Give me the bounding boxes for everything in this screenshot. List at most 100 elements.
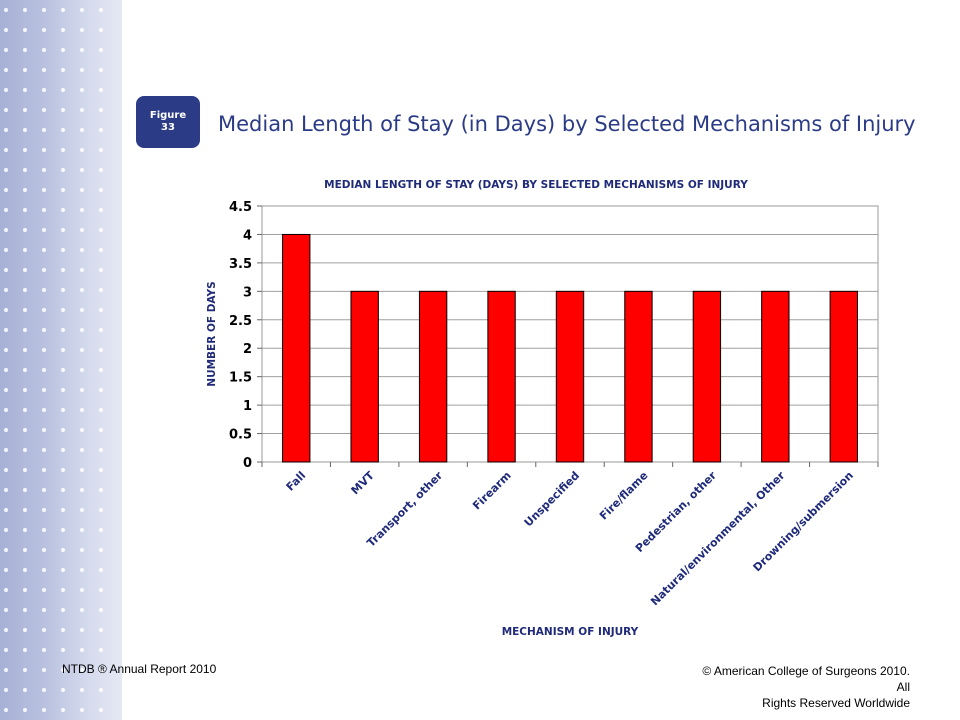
pattern-dot: [60, 187, 66, 193]
pattern-dot: [41, 187, 47, 193]
pattern-dot: [60, 47, 66, 53]
pattern-dot: [79, 267, 85, 273]
pattern-dot: [3, 47, 9, 53]
pattern-dot: [79, 427, 85, 433]
x-tick-label: MVT: [349, 469, 378, 498]
pattern-dot: [79, 467, 85, 473]
pattern-dot: [79, 327, 85, 333]
pattern-dot: [3, 647, 9, 653]
x-tick-label: Natural/environmental, Other: [648, 469, 788, 609]
pattern-dot: [22, 467, 28, 473]
y-tick-label: 2: [243, 342, 252, 357]
bar: [829, 290, 858, 463]
bar: [555, 290, 585, 463]
footer-copyright: © American College of Surgeons 2010. All…: [690, 663, 910, 711]
pattern-dot: [3, 167, 9, 173]
pattern-dot: [60, 327, 66, 333]
pattern-dot: [41, 227, 47, 233]
pattern-dot: [41, 87, 47, 93]
pattern-dot: [3, 267, 9, 273]
pattern-dot: [22, 607, 28, 613]
pattern-dot: [41, 627, 47, 633]
pattern-dot: [41, 127, 47, 133]
pattern-dot: [41, 567, 47, 573]
decorative-side-band: [0, 0, 122, 720]
pattern-dot: [79, 387, 85, 393]
pattern-dot: [3, 307, 9, 313]
pattern-dot: [98, 547, 104, 553]
pattern-dot: [3, 227, 9, 233]
pattern-dot: [41, 207, 47, 213]
pattern-dot: [3, 547, 9, 553]
pattern-dot: [41, 607, 47, 613]
pattern-dot: [60, 387, 66, 393]
pattern-dot: [3, 207, 9, 213]
pattern-dot: [41, 167, 47, 173]
pattern-dot: [98, 127, 104, 133]
bar: [418, 290, 448, 463]
bars: [282, 233, 858, 463]
pattern-dot: [79, 567, 85, 573]
pattern-dot: [41, 27, 47, 33]
pattern-dot: [22, 87, 28, 93]
pattern-dot: [79, 87, 85, 93]
pattern-dot: [3, 627, 9, 633]
pattern-dot: [41, 7, 47, 13]
pattern-dot: [3, 507, 9, 513]
pattern-dot: [22, 667, 28, 673]
x-axis-ticks: [261, 462, 879, 467]
pattern-dot: [22, 327, 28, 333]
pattern-dot: [98, 507, 104, 513]
pattern-dot: [22, 547, 28, 553]
pattern-dot: [79, 407, 85, 413]
pattern-dot: [22, 267, 28, 273]
pattern-dot: [22, 107, 28, 113]
pattern-dot: [98, 407, 104, 413]
pattern-dot: [60, 7, 66, 13]
pattern-dot: [22, 187, 28, 193]
pattern-dot: [22, 407, 28, 413]
pattern-dot: [98, 387, 104, 393]
pattern-dot: [3, 687, 9, 693]
pattern-dot: [98, 567, 104, 573]
pattern-dot: [98, 427, 104, 433]
pattern-dot: [79, 107, 85, 113]
slide-title: Median Length of Stay (in Days) by Selec…: [218, 112, 916, 136]
pattern-dot: [79, 607, 85, 613]
pattern-dot: [79, 547, 85, 553]
pattern-dot: [3, 147, 9, 153]
bar: [624, 290, 653, 463]
pattern-dot: [60, 607, 66, 613]
pattern-dot: [22, 47, 28, 53]
pattern-dot: [60, 147, 66, 153]
pattern-dot: [79, 587, 85, 593]
pattern-dot: [60, 487, 66, 493]
pattern-dot: [60, 287, 66, 293]
pattern-dot: [98, 607, 104, 613]
pattern-dot: [98, 107, 104, 113]
pattern-dot: [98, 67, 104, 73]
pattern-dot: [41, 347, 47, 353]
pattern-dot: [98, 307, 104, 313]
pattern-dot: [22, 167, 28, 173]
pattern-dot: [60, 507, 66, 513]
pattern-dot: [41, 427, 47, 433]
pattern-dot: [79, 487, 85, 493]
y-axis-ticks: 0 0.5 1 1.5 2 2.5 3 3.5 4 4.5: [229, 200, 262, 471]
pattern-dot: [98, 147, 104, 153]
pattern-dot: [41, 367, 47, 373]
pattern-dot: [79, 527, 85, 533]
footer-copyright-line1: © American College of Surgeons 2010. All: [702, 664, 910, 694]
y-tick-label: 2.5: [229, 314, 252, 329]
pattern-dot: [60, 207, 66, 213]
pattern-dot: [79, 687, 85, 693]
pattern-dot: [79, 647, 85, 653]
pattern-dot: [98, 487, 104, 493]
pattern-dot: [3, 407, 9, 413]
pattern-dot: [3, 567, 9, 573]
pattern-dot: [60, 107, 66, 113]
x-tick-label: Firearm: [470, 469, 513, 512]
pattern-dot: [3, 7, 9, 13]
pattern-dot: [22, 207, 28, 213]
